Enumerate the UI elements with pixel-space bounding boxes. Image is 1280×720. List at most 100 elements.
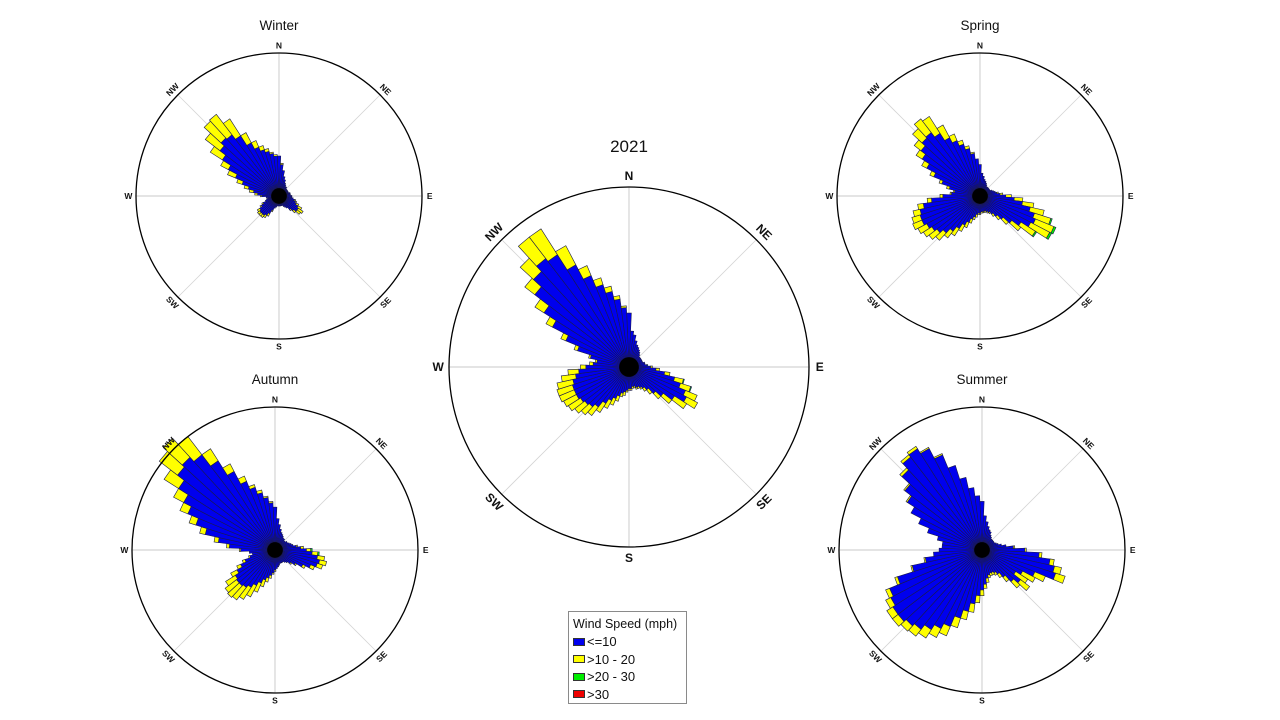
rose-bar-segment [263, 148, 270, 153]
rose-bar-segment [226, 543, 230, 549]
rose-bar-segment [238, 548, 242, 552]
rose-bar-segment [310, 548, 313, 552]
rose-bar-segment [939, 193, 944, 199]
legend-label: >30 [587, 686, 610, 702]
rose-bar-segment [289, 208, 292, 212]
rose-bar-segment [970, 151, 975, 155]
rose-bar-segment [993, 571, 998, 576]
legend-swatch-yellow-icon [573, 655, 585, 664]
rose-bar-segment [1012, 545, 1016, 549]
rose-bar-segment [528, 228, 558, 262]
rose-bar-segment [1017, 579, 1031, 592]
rose-bar-segment [555, 245, 577, 271]
direction-label-e: E [423, 545, 429, 555]
rose-bar-segment [209, 113, 233, 140]
rose-bar-segment [556, 384, 575, 397]
rose-bar-segment [1024, 547, 1027, 553]
rose-bar-segment [273, 154, 278, 157]
rose-bar-segment [957, 139, 965, 147]
legend-label: >10 - 20 [587, 651, 636, 667]
rose-bar-segment [256, 489, 263, 495]
rose-title-summer: Summer [956, 372, 1008, 387]
rose-bar-segment [250, 140, 260, 150]
direction-label-w: W [124, 191, 133, 201]
rose-bar-segment [577, 265, 592, 280]
rose-bar-segment [301, 564, 306, 569]
rose-bar-segment [258, 145, 265, 152]
rose-bar-segment [222, 463, 235, 476]
rose-bar-segment [295, 209, 301, 215]
rose-bar-segment [592, 277, 604, 288]
legend-label: >20 - 30 [587, 669, 636, 685]
rose-bar-segment [642, 386, 647, 392]
rose-bar-segment [983, 583, 988, 589]
rose-bar-segment [635, 386, 639, 390]
rose-outer-ring [836, 52, 1124, 340]
rose-bar-segment [988, 211, 992, 215]
direction-label-n: N [979, 394, 985, 404]
rose-bars [517, 228, 699, 416]
direction-label-e: E [427, 191, 433, 201]
rose-center [619, 357, 639, 377]
rose-bar-segment [991, 212, 996, 217]
rose-bar-segment [974, 495, 983, 551]
rose-bar-segment [1045, 231, 1053, 240]
direction-label-sw: SW [867, 648, 884, 665]
rose-bar-segment [926, 197, 933, 204]
direction-label-w: W [433, 360, 445, 374]
direction-label-n: N [276, 40, 282, 50]
rose-bar-segment [996, 572, 1003, 579]
direction-label-sw: SW [865, 294, 882, 311]
rose-bar-segment [913, 118, 932, 138]
rose-bar-segment [948, 133, 958, 144]
rose-bar-segment [230, 569, 240, 578]
rose-outer-ring [135, 52, 423, 340]
direction-label-sw: SW [164, 294, 181, 311]
wind-speed-legend: Wind Speed (mph) <=10 >10 - 20 >20 - 30 … [568, 611, 687, 704]
rose-bar-segment [906, 445, 918, 456]
rose-bar-segment [240, 132, 252, 146]
direction-label-sw: SW [160, 648, 177, 665]
rose-bar-segment [556, 379, 575, 390]
rose-bar-segment [660, 392, 673, 404]
rose-bar-segment [308, 564, 316, 571]
rose-bar-segment [201, 448, 219, 467]
rose-bar-segment [237, 475, 247, 485]
rose-bar-segment [936, 124, 951, 141]
rose-bar-segment [919, 446, 930, 454]
rose-bar-segment [1000, 216, 1009, 225]
legend-title: Wind Speed (mph) [573, 617, 678, 631]
rose-bar-segment [912, 219, 925, 231]
rose-outer-ring [131, 406, 419, 694]
rose-bar-segment [922, 115, 941, 138]
rose-bar-segment [262, 495, 269, 499]
rose-outer-ring [838, 406, 1126, 694]
rose-bar-segment [652, 390, 662, 400]
rose-bar-segment [885, 597, 896, 609]
direction-label-w: W [120, 545, 129, 555]
rose-bar-segment [912, 208, 922, 218]
legend-item-calm: <=10 [573, 633, 686, 651]
rose-bar-segment [257, 210, 262, 215]
legend-swatch-red-icon [573, 690, 585, 699]
rose-bar-segment [949, 191, 952, 196]
direction-label-s: S [276, 342, 282, 352]
rose-center [271, 188, 287, 204]
rose-bar-segment [580, 364, 587, 370]
rose-bar-segment [979, 589, 985, 597]
direction-label-s: S [979, 696, 985, 706]
rose-bar-segment [603, 285, 613, 294]
direction-label-s: S [977, 342, 983, 352]
rose-bar-segment [261, 202, 265, 205]
rose-bar-segment [974, 158, 981, 197]
rose-bar-segment [306, 548, 312, 552]
rose-bar-segment [910, 565, 915, 573]
rose-bar-segment [225, 574, 238, 587]
direction-label-e: E [1128, 191, 1134, 201]
rose-center [267, 542, 283, 558]
direction-label-s: S [625, 551, 633, 565]
